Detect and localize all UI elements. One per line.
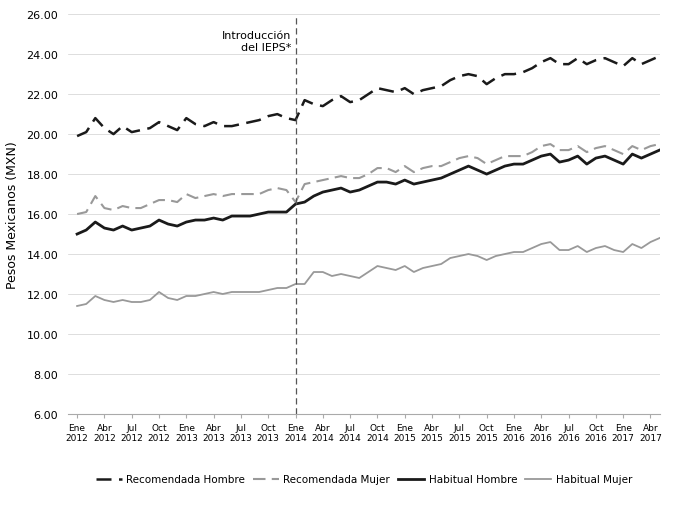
Y-axis label: Pesos Mexicanos (MXN): Pesos Mexicanos (MXN) [6, 141, 20, 288]
Text: Introducción
del IEPS*: Introducción del IEPS* [222, 31, 291, 53]
Legend: Recomendada Hombre, Recomendada Mujer, Habitual Hombre, Habitual Mujer: Recomendada Hombre, Recomendada Mujer, H… [92, 470, 636, 489]
